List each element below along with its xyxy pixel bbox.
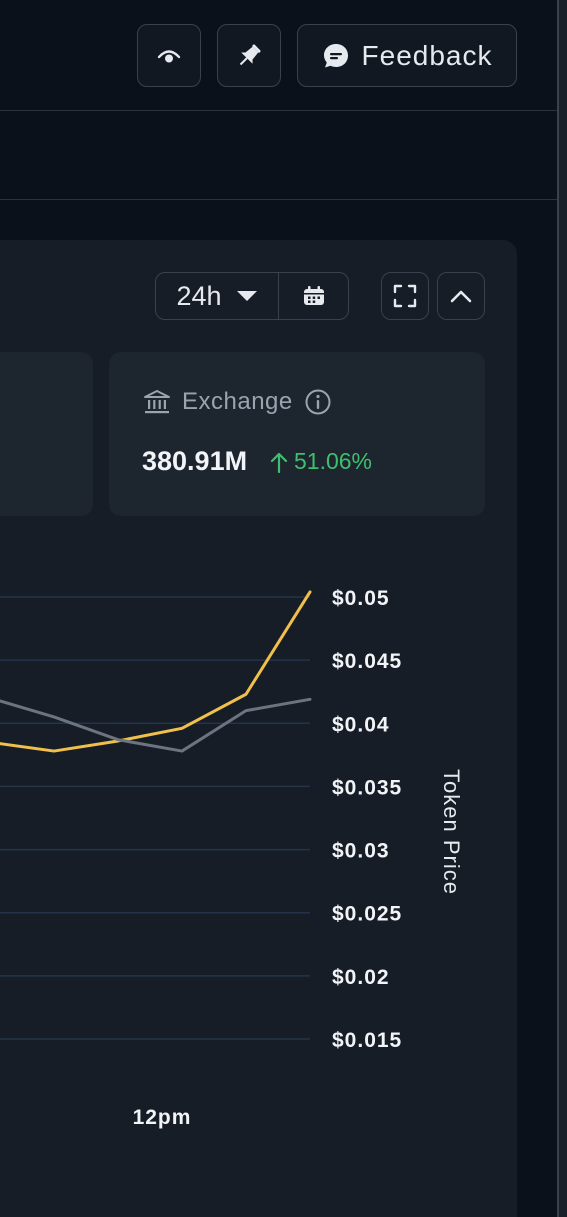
range-selector-divider bbox=[278, 273, 279, 319]
y-tick-label: $0.045 bbox=[332, 650, 402, 673]
calendar-button[interactable] bbox=[279, 273, 348, 319]
exchange-title: Exchange bbox=[182, 388, 293, 415]
y-tick-label: $0.05 bbox=[332, 587, 390, 610]
x-tick-label: 12pm bbox=[133, 1106, 192, 1129]
toolbar-divider bbox=[0, 199, 557, 200]
eye-icon bbox=[157, 49, 181, 62]
series-line-secondary bbox=[0, 697, 312, 753]
chevron-up-icon bbox=[450, 290, 472, 303]
exchange-stat-card: Exchange 380.91M 51.06% bbox=[109, 352, 485, 516]
scrollbar-track[interactable] bbox=[557, 0, 567, 1217]
y-axis-ticks: $0.05 $0.045 $0.04 $0.035 $0.03 $0.025 $0.02 $0… bbox=[332, 587, 402, 1052]
pin-button[interactable] bbox=[217, 24, 281, 87]
exchange-change-value: 51.06% bbox=[294, 448, 373, 474]
x-axis-ticks: 12pm bbox=[133, 1106, 192, 1129]
calendar-icon bbox=[303, 286, 324, 305]
exchange-value: 380.91M bbox=[142, 446, 248, 476]
top-header: Feedback bbox=[0, 0, 557, 110]
range-selector: 24h bbox=[155, 272, 349, 320]
series-line-primary bbox=[0, 590, 312, 753]
chart-grid bbox=[0, 596, 310, 1040]
collapse-button[interactable] bbox=[437, 272, 485, 320]
y-tick-label: $0.02 bbox=[332, 966, 390, 989]
chart-series bbox=[0, 590, 312, 753]
feedback-label: Feedback bbox=[361, 39, 493, 71]
token-price-chart: $0.05 $0.045 $0.04 $0.035 $0.03 $0.025 $0.02 $0… bbox=[0, 587, 464, 1129]
caret-down-icon bbox=[236, 291, 257, 301]
exchange-change: 51.06% bbox=[270, 448, 372, 475]
info-icon[interactable] bbox=[305, 389, 331, 415]
chat-bubble-icon bbox=[323, 43, 348, 67]
expand-icon bbox=[393, 284, 417, 308]
y-tick-label: $0.025 bbox=[332, 903, 402, 926]
y-tick-label: $0.03 bbox=[332, 840, 390, 863]
y-tick-label: $0.035 bbox=[332, 776, 402, 799]
time-range-label: 24h bbox=[176, 280, 222, 311]
time-range-dropdown[interactable]: 24h bbox=[156, 273, 278, 319]
stat-card-partial bbox=[0, 352, 93, 516]
scrollbar-edge bbox=[557, 0, 559, 1217]
y-tick-label: $0.04 bbox=[332, 713, 390, 736]
header-divider bbox=[0, 110, 557, 111]
bank-icon bbox=[144, 390, 170, 414]
y-axis-label: Token Price bbox=[439, 769, 464, 895]
fullscreen-button[interactable] bbox=[381, 272, 429, 320]
pin-icon bbox=[239, 43, 261, 65]
arrow-up-icon bbox=[270, 452, 288, 473]
watch-button[interactable] bbox=[137, 24, 201, 87]
y-tick-label: $0.015 bbox=[332, 1029, 402, 1052]
feedback-button[interactable]: Feedback bbox=[297, 24, 517, 87]
exchange-title-row: Exchange bbox=[144, 388, 331, 416]
